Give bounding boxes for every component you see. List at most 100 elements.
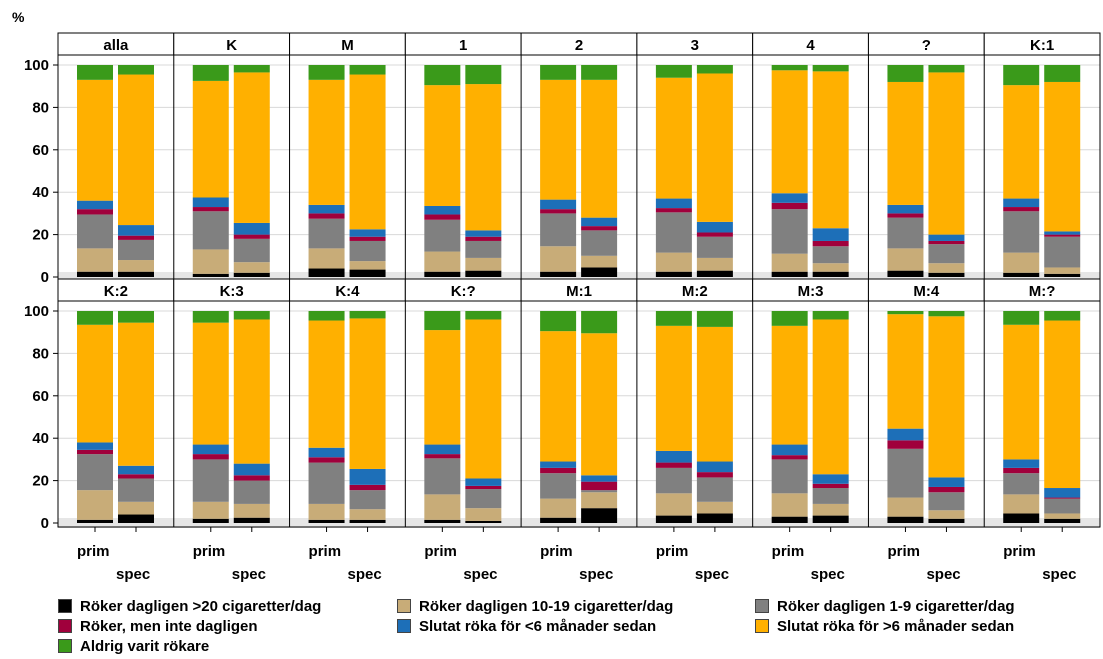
bar-segment xyxy=(581,490,618,493)
bar-segment xyxy=(655,467,692,494)
bar-segment xyxy=(1044,488,1081,498)
x-tick-label: prim xyxy=(772,543,805,560)
panel-label: 4 xyxy=(806,37,815,54)
bar-segment xyxy=(192,518,229,523)
bar-segment xyxy=(655,325,692,451)
bar-segment xyxy=(233,319,270,464)
x-tick-label: spec xyxy=(232,566,266,583)
bar-segment xyxy=(192,444,229,455)
legend-swatch xyxy=(58,599,72,613)
bar-segment xyxy=(465,84,502,231)
bar-segment xyxy=(540,331,577,462)
panel-label: M:1 xyxy=(566,283,592,300)
bar-segment xyxy=(424,219,461,252)
panel-label: K:? xyxy=(451,283,476,300)
bar-segment xyxy=(887,213,924,218)
bar-segment xyxy=(696,501,733,514)
y-tick-label: 100 xyxy=(24,303,49,320)
bar-segment xyxy=(655,271,692,277)
bar-segment xyxy=(424,205,461,215)
bar-segment xyxy=(540,517,577,523)
bar-segment xyxy=(655,515,692,523)
bar-segment xyxy=(349,261,386,270)
bar-segment xyxy=(928,486,965,493)
bar-segment xyxy=(308,268,345,277)
bar-segment xyxy=(308,519,345,523)
bar-segment xyxy=(771,455,808,460)
x-tick-label: spec xyxy=(1042,566,1076,583)
bar-segment xyxy=(77,442,113,450)
bar-segment xyxy=(349,240,386,262)
legend-item: Röker dagligen 10-19 cigaretter/dag xyxy=(397,596,673,616)
bar-segment xyxy=(1044,320,1081,489)
bar-segment xyxy=(118,260,154,272)
bar-segment xyxy=(696,73,733,222)
bar-segment xyxy=(465,65,502,85)
bar-segment xyxy=(424,458,461,495)
bar-segment xyxy=(192,207,229,212)
bar-segment xyxy=(349,74,386,230)
bar-segment xyxy=(233,234,270,239)
bar-segment xyxy=(1003,473,1040,495)
legend-swatch xyxy=(755,619,769,633)
bar-segment xyxy=(887,217,924,249)
bar-segment xyxy=(308,213,345,219)
bar-segment xyxy=(581,226,618,231)
y-tick-label: 80 xyxy=(32,99,49,116)
bar-segment xyxy=(1044,311,1081,321)
bar-segment xyxy=(308,311,345,321)
y-tick-label: 60 xyxy=(32,388,49,405)
bar-segment xyxy=(928,518,965,523)
bar-segment xyxy=(928,65,965,73)
x-tick-label: prim xyxy=(1003,543,1036,560)
bar-segment xyxy=(887,497,924,517)
plot-frame xyxy=(57,300,1101,528)
bar-segment xyxy=(349,484,386,491)
bar-segment xyxy=(233,262,270,273)
bar-segment xyxy=(424,85,461,206)
bar-segment xyxy=(812,263,849,272)
bar-segment xyxy=(349,236,386,241)
bar-segment xyxy=(928,477,965,487)
bar-segment xyxy=(887,204,924,214)
bar-segment xyxy=(928,244,965,264)
bar-segment xyxy=(1044,234,1081,237)
panel-label: M:? xyxy=(1029,283,1056,300)
bar-segment xyxy=(812,65,849,72)
panel-label: 3 xyxy=(691,37,699,54)
bar-segment xyxy=(118,501,154,515)
bar-segment xyxy=(233,480,270,504)
bar-segment xyxy=(696,236,733,258)
bar-segment xyxy=(192,211,229,250)
legend-item: Slutat röka för >6 månader sedan xyxy=(755,616,1014,636)
bar-segment xyxy=(233,517,270,523)
bar-segment xyxy=(118,465,154,475)
bar-segment xyxy=(77,214,113,249)
bar-segment xyxy=(655,311,692,326)
bar-segment xyxy=(233,311,270,320)
bar-segment xyxy=(308,65,345,80)
bar-segment xyxy=(540,461,577,468)
bar-segment xyxy=(424,519,461,523)
bar-segment xyxy=(812,71,849,229)
bar-segment xyxy=(581,475,618,482)
x-tick-label: prim xyxy=(309,543,342,560)
x-tick-label: prim xyxy=(540,543,573,560)
legend-item: Slutat röka för <6 månader sedan xyxy=(397,616,656,636)
bar-segment xyxy=(233,238,270,263)
bar-segment xyxy=(192,249,229,274)
bar-segment xyxy=(233,272,270,277)
bar-segment xyxy=(581,255,618,268)
bar-segment xyxy=(887,440,924,449)
bar-segment xyxy=(77,209,113,215)
bar-segment xyxy=(581,217,618,227)
y-tick-label: 0 xyxy=(41,515,49,532)
legend-item: Röker dagligen >20 cigaretter/dag xyxy=(58,596,321,616)
bar-segment xyxy=(118,74,154,226)
bar-segment xyxy=(118,478,154,502)
legend-label: Aldrig varit rökare xyxy=(80,637,210,655)
bar-segment xyxy=(812,228,849,241)
x-tick-label: prim xyxy=(77,543,110,560)
bar-segment xyxy=(1003,467,1040,474)
legend-label: Slutat röka för >6 månader sedan xyxy=(777,617,1015,635)
